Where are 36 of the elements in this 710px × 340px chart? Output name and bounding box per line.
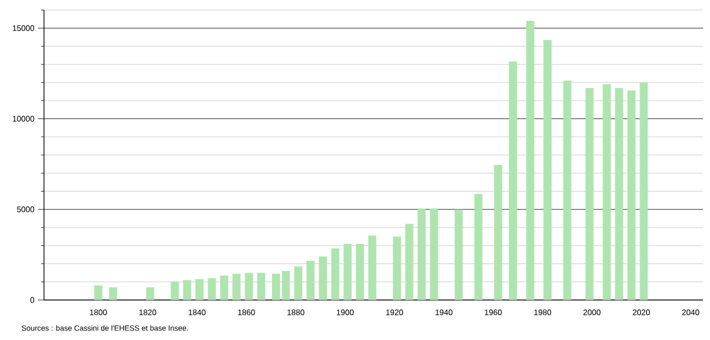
bar: [220, 276, 228, 300]
bar: [368, 236, 376, 300]
bar: [544, 40, 552, 300]
bar: [627, 90, 636, 300]
bar: [430, 208, 438, 300]
bar: [109, 287, 118, 300]
bar: [356, 244, 364, 300]
bar: [418, 208, 426, 300]
bar: [392, 236, 401, 300]
bar: [526, 20, 534, 300]
bar: [405, 224, 414, 300]
bar: [344, 244, 352, 300]
bar: [306, 261, 315, 300]
bar: [615, 88, 624, 300]
bar: [454, 209, 463, 300]
bar: [257, 272, 266, 300]
bar: [282, 271, 290, 300]
bar: [272, 274, 280, 300]
bar: [563, 80, 572, 300]
bar: [474, 194, 482, 300]
bar: [170, 282, 179, 300]
bar: [602, 84, 611, 300]
bar: [508, 62, 517, 300]
bar: [585, 88, 594, 300]
bar: [208, 278, 216, 300]
bar: [318, 256, 327, 300]
bar: [183, 280, 192, 300]
bar: [94, 286, 102, 300]
bar: [640, 82, 648, 300]
bar: [195, 279, 204, 300]
bar: [146, 287, 154, 300]
bar: [331, 248, 340, 300]
bar: [494, 164, 502, 300]
bar: [244, 272, 253, 300]
bar: [294, 266, 302, 300]
bar: [232, 274, 241, 300]
